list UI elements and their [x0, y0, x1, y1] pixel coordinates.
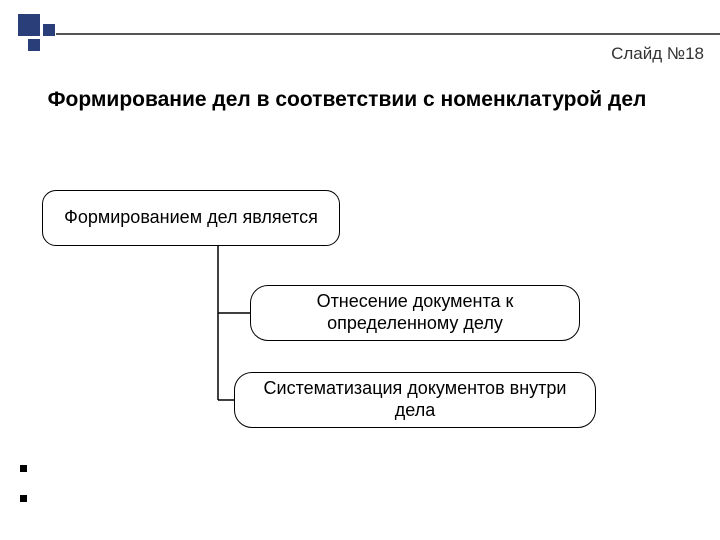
page-title: Формирование дел в соответствии с номенк…: [14, 86, 680, 113]
bullet-icon: [20, 465, 27, 472]
slide-number: Слайд №18: [611, 44, 704, 64]
deco-square: [28, 39, 40, 51]
bullet-icon: [20, 495, 27, 502]
decoration-line: [56, 33, 720, 35]
deco-square: [18, 14, 40, 36]
deco-square: [43, 24, 55, 36]
diagram-node-root: Формированием дел является: [42, 190, 340, 246]
corner-decoration: [18, 14, 55, 51]
diagram-node-child2: Систематизация документов внутри дела: [234, 372, 596, 428]
connector-lines: [0, 0, 720, 540]
diagram-node-child1: Отнесение документа к определенному делу: [250, 285, 580, 341]
